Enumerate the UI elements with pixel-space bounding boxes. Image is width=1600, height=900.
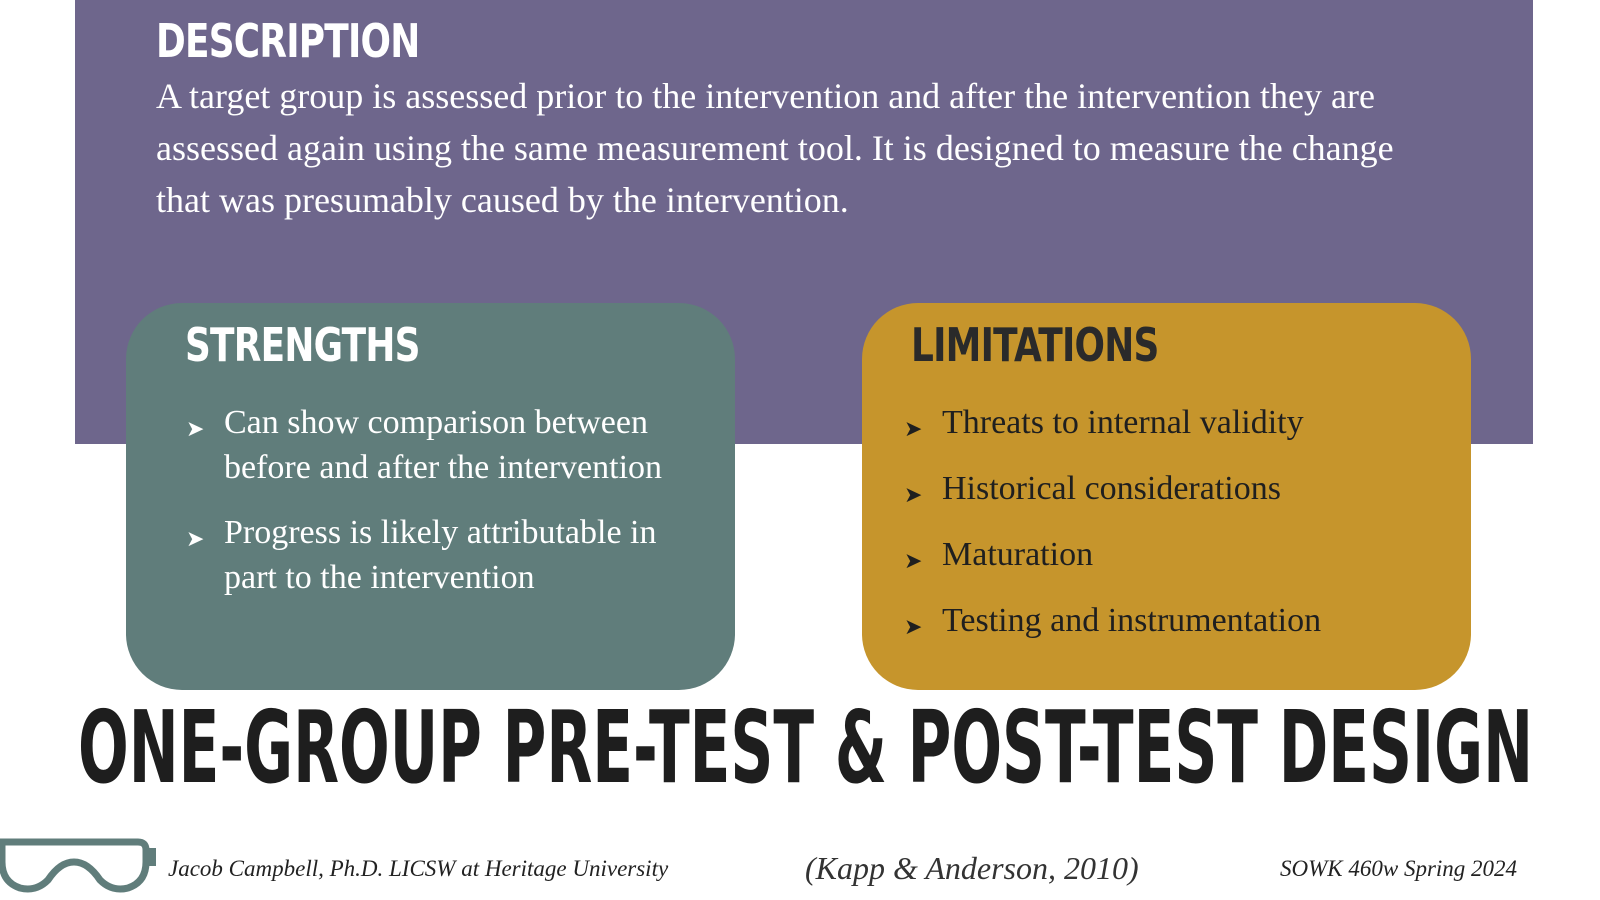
citation: (Kapp & Anderson, 2010) xyxy=(805,850,1139,886)
limitations-heading: LIMITATIONS xyxy=(911,318,1159,372)
list-item: Can show comparison between before and a… xyxy=(186,400,686,490)
strengths-heading: STRENGTHS xyxy=(185,318,420,372)
list-item: Threats to internal validity xyxy=(904,400,1464,452)
goggles-icon xyxy=(0,838,156,893)
strengths-panel xyxy=(126,303,735,690)
list-item: Historical considerations xyxy=(904,466,1464,518)
limitations-list: Threats to internal validity Historical c… xyxy=(904,400,1464,664)
slide-title: ONE-GROUP PRE-TEST & POST-TEST DESIGN xyxy=(78,690,1533,800)
course: SOWK 460w Spring 2024 xyxy=(1280,856,1518,881)
list-item: Progress is likely attributable in part … xyxy=(186,510,686,600)
strengths-list: Can show comparison between before and a… xyxy=(186,400,686,620)
author: Jacob Campbell, Ph.D. LICSW at Heritage … xyxy=(168,856,669,881)
title-area: ONE-GROUP PRE-TEST & POST-TEST DESIGN xyxy=(78,690,1533,800)
description-heading: DESCRIPTION xyxy=(156,14,420,68)
list-item: Maturation xyxy=(904,532,1464,584)
list-item: Testing and instrumentation xyxy=(904,598,1464,650)
description-text: A target group is assessed prior to the … xyxy=(156,76,1394,220)
